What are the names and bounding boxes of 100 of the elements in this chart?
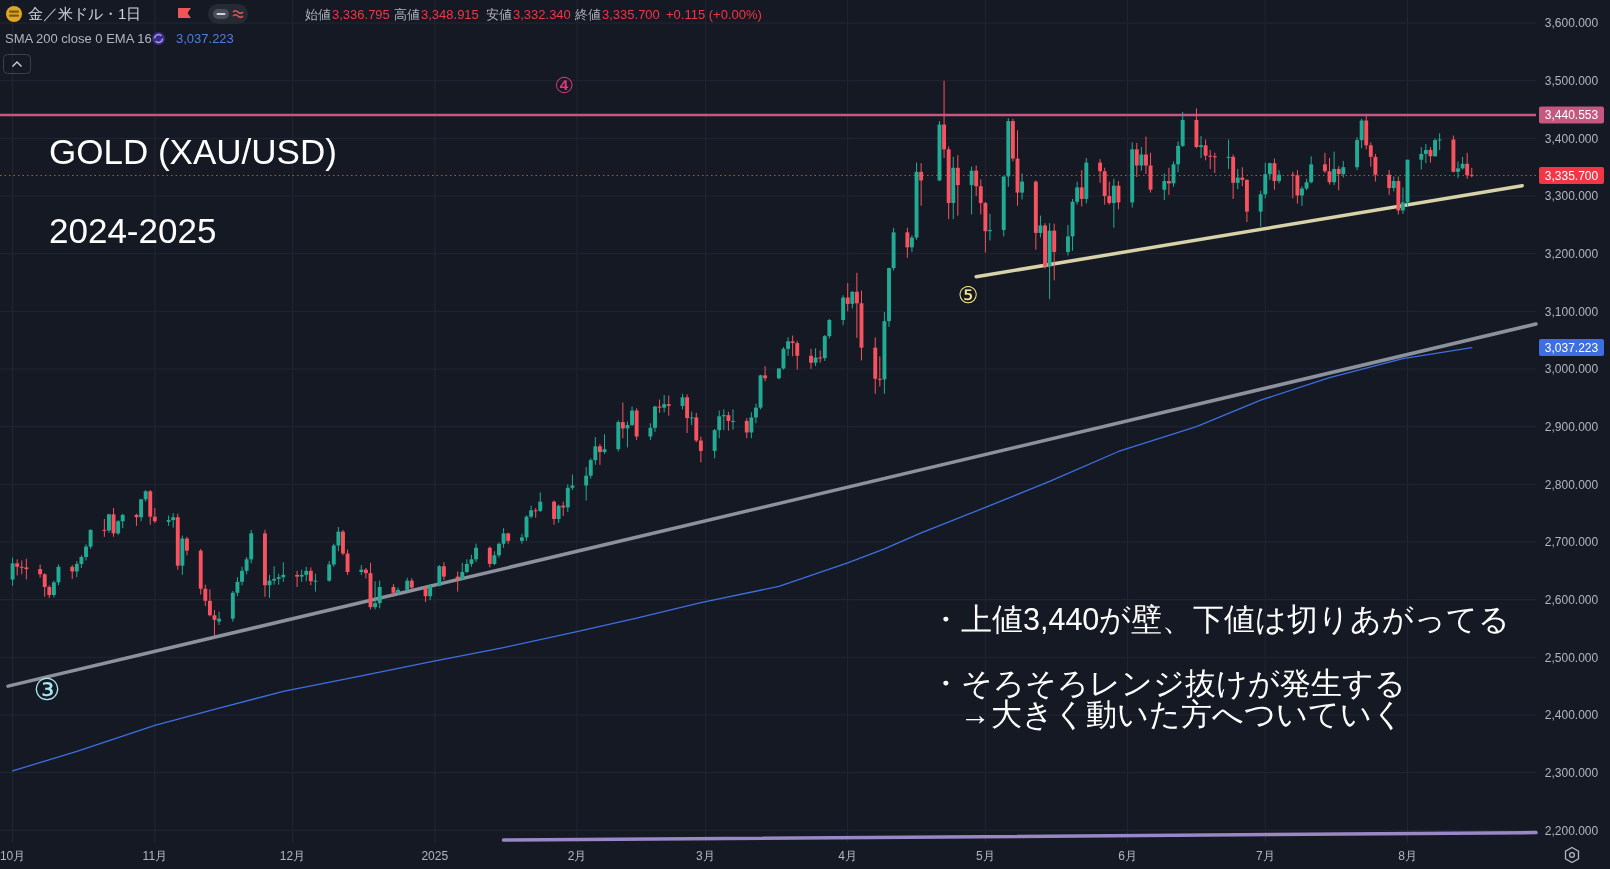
candlestick [790, 335, 795, 357]
candlestick [1295, 169, 1300, 205]
text: GOLD (XAU/USD) [49, 132, 337, 171]
x-tick-label: 4月 [838, 849, 858, 863]
ref-line-label: 3,335.700 [1544, 168, 1599, 183]
candlestick [474, 543, 478, 563]
y-tick-label: 3,500.000 [1544, 73, 1599, 88]
candlestick [818, 350, 823, 364]
candlestick [717, 410, 722, 439]
candlestick [1134, 142, 1139, 178]
candlestick [1208, 149, 1213, 170]
text: 3,037.223 [1544, 340, 1599, 355]
candlestick [363, 567, 368, 579]
candlestick [24, 558, 29, 580]
candlestick [809, 348, 813, 370]
candlestick [753, 403, 758, 424]
annotation: 高値 [394, 7, 420, 22]
candlestick [1162, 173, 1167, 201]
annotation: ⑤ [957, 282, 979, 308]
y-tick-label: 3,300.000 [1544, 189, 1599, 204]
y-tick-label: 2,400.000 [1544, 708, 1599, 723]
y-tick-label: 2,200.000 [1544, 823, 1599, 838]
candlestick [845, 282, 850, 312]
candlestick [689, 411, 694, 426]
x-tick-label: 7月 [1255, 849, 1275, 863]
x-tick-label: 2025 [421, 849, 449, 863]
y-tick-label: 3,000.000 [1544, 362, 1599, 377]
candlestick [685, 393, 690, 434]
candlestick [1359, 118, 1364, 149]
x-tick-label: 12月 [279, 849, 306, 863]
candlestick [877, 355, 882, 387]
candlestick [341, 529, 345, 556]
candlestick [1144, 136, 1148, 175]
candlestick [1052, 223, 1057, 281]
candlestick [10, 557, 15, 587]
candlestick [1226, 139, 1231, 170]
candlestick [749, 411, 754, 439]
candlestick [910, 234, 914, 253]
y-tick-label: 2,900.000 [1544, 419, 1599, 434]
candlestick [519, 533, 524, 545]
annotation: ③ [33, 671, 61, 707]
candlestick [1176, 140, 1181, 173]
candlestick [593, 436, 598, 466]
candlestick [1139, 146, 1144, 172]
candlestick [974, 164, 979, 197]
x-tick-label: 3月 [696, 849, 715, 863]
x-tick-label: 8月 [1398, 849, 1417, 863]
candlestick [207, 588, 212, 617]
candlestick [786, 336, 791, 357]
candlestick [1373, 153, 1378, 183]
candlestick [552, 500, 556, 526]
candlestick [795, 340, 800, 371]
candlestick [203, 584, 208, 607]
candlestick [1368, 141, 1373, 168]
candlestick [1066, 224, 1070, 256]
candlestick [1336, 165, 1341, 191]
candlestick [166, 514, 171, 527]
candlestick [1098, 158, 1103, 184]
candlestick [538, 491, 543, 513]
candlestick [854, 272, 859, 339]
candlestick [565, 483, 570, 513]
candlestick [235, 576, 240, 597]
y-tick-label: 3,600.000 [1544, 16, 1599, 31]
candlestick [240, 566, 244, 586]
candlestick [919, 162, 924, 207]
annotation: +0.115 (+0.00%) [666, 7, 762, 22]
candlestick [1456, 160, 1460, 179]
candlestick [657, 399, 662, 414]
candlestick [313, 573, 318, 593]
candlestick [1107, 181, 1112, 206]
candlestick [272, 565, 277, 586]
candlestick [1290, 171, 1295, 199]
y-tick-label: 2,300.000 [1544, 765, 1599, 780]
candlestick [556, 504, 561, 524]
candlestick [584, 466, 589, 501]
candlestick [42, 572, 47, 598]
candlestick [841, 294, 846, 326]
candlestick [1116, 180, 1121, 210]
candlestick [19, 559, 24, 575]
candlestick [698, 435, 703, 463]
y-tick-label: 3,100.000 [1544, 304, 1599, 319]
annotation: 3,332.340 [513, 7, 571, 22]
x-tick-label: 11月 [142, 849, 168, 863]
candlestick [1038, 215, 1043, 239]
annotation: ・上値3,440が壁、下値は切りあがってる [930, 602, 1511, 636]
y-tick-label: 2,500.000 [1544, 650, 1599, 665]
annotation: ④ [554, 72, 574, 98]
line-series [11, 347, 1473, 772]
candlestick [1235, 168, 1240, 190]
candlestick [1387, 169, 1392, 196]
candlestick [295, 570, 300, 588]
x-tick-label: 2月 [567, 849, 587, 863]
candlestick [336, 526, 341, 552]
y-tick-label: 2,800.000 [1544, 477, 1599, 492]
y-tick-label: 2,600.000 [1544, 592, 1599, 607]
annotation: 終値 [574, 7, 601, 22]
x-tick-label: 5月 [976, 849, 995, 863]
candlestick [666, 395, 671, 417]
candlestick [620, 401, 625, 439]
candlestick [588, 457, 593, 480]
